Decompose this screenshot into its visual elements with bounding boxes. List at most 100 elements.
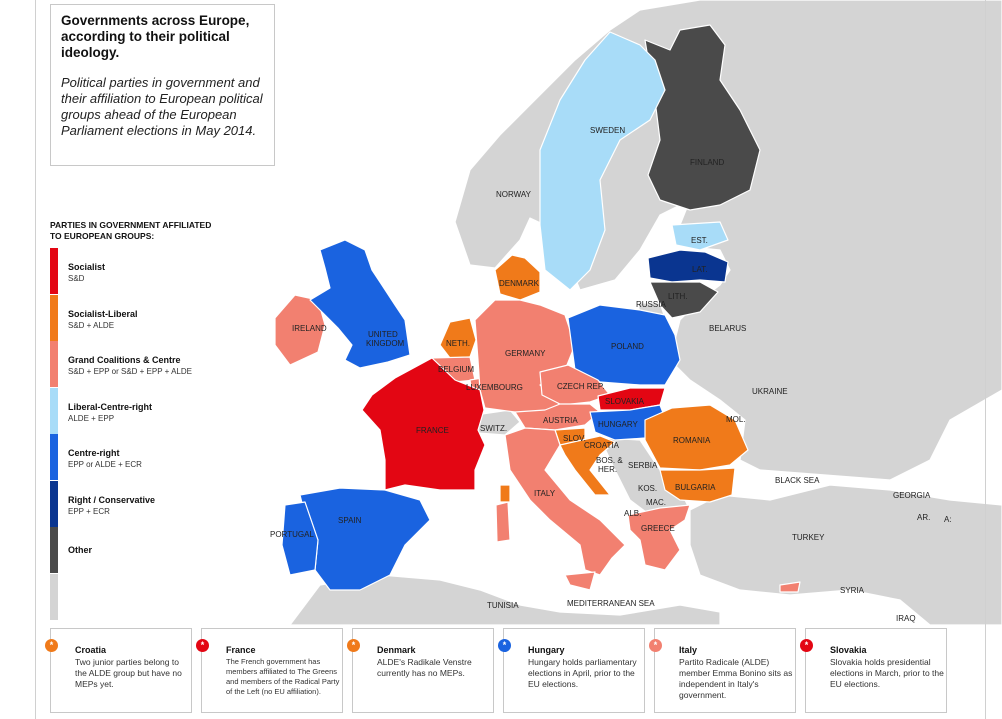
label-belgium: BELGIUM — [438, 365, 474, 374]
romania-region — [644, 404, 749, 471]
note-hungary: * Hungary Hungary holds parliamentary el… — [498, 628, 645, 713]
label-med: MEDITERRANEAN SEA — [567, 599, 655, 608]
label-serbia: SERBIA — [628, 461, 658, 470]
label-croatia: CROATIA — [584, 441, 620, 450]
label-spain: SPAIN — [338, 516, 362, 525]
denmark-region — [494, 254, 541, 301]
asterisk-icon: * — [800, 639, 813, 652]
label-germany: GERMANY — [505, 349, 546, 358]
label-denmark: DENMARK — [499, 279, 540, 288]
legend-item-right-conservative: Right / Conservative EPP + ECR — [50, 480, 230, 528]
label-uk-2: KINGDOM — [366, 339, 405, 348]
label-ar: AR. — [917, 513, 930, 522]
label-kos: KOS. — [638, 484, 657, 493]
label-czech: CZECH REP. — [557, 382, 604, 391]
legend-desc: S&D — [68, 274, 85, 283]
note-title: Hungary — [528, 645, 565, 655]
note-body: Slovakia holds presidential elections in… — [830, 657, 944, 689]
greece-region — [627, 504, 691, 571]
cyprus-region — [779, 581, 801, 593]
label-bos-1: BOS. & — [596, 456, 623, 465]
asterisk-icon: * — [196, 639, 209, 652]
note-title: Italy — [679, 645, 698, 655]
legend-desc: S&D + ALDE — [68, 320, 115, 330]
label-syria: SYRIA — [840, 586, 865, 595]
note-body: Partito Radicale (ALDE) member Emma Boni… — [679, 657, 793, 700]
sardinia-region — [495, 501, 511, 543]
croatia-region — [559, 435, 616, 496]
label-az: A: — [944, 515, 952, 524]
legend-name: Socialist — [68, 262, 106, 272]
note-body: ALDE's Radikale Venstre currently has no… — [377, 657, 472, 678]
label-hungary: HUNGARY — [598, 420, 639, 429]
latvia-region — [647, 249, 729, 283]
legend-name: Grand Coalitions & Centre — [68, 355, 181, 365]
legend-item-non-eu — [50, 573, 230, 621]
label-ukraine: UKRAINE — [752, 387, 788, 396]
legend-desc: EPP or ALDE + ECR — [68, 460, 142, 469]
france-region — [361, 357, 486, 491]
label-austria: AUSTRIA — [543, 416, 578, 425]
note-title: Slovakia — [830, 645, 867, 655]
label-iraq: IRAQ — [896, 614, 916, 623]
legend-swatch — [50, 387, 58, 434]
legend-desc: ALDE + EPP — [68, 413, 115, 423]
label-lat: LAT. — [692, 265, 707, 274]
note-body: Two junior parties belong to the ALDE gr… — [75, 657, 182, 689]
finland-region — [644, 24, 761, 211]
legend-item-centre-right: Centre-right EPP or ALDE + ECR — [50, 434, 230, 481]
portugal-region — [281, 501, 319, 576]
label-poland: POLAND — [611, 342, 644, 351]
italy-region — [504, 427, 626, 576]
label-portugal: PORTUGAL — [270, 530, 314, 539]
legend-name: Centre-right — [68, 448, 120, 458]
note-italy: * Italy Partito Radicale (ALDE) member E… — [649, 628, 796, 713]
note-body: Hungary holds parliamentary elections in… — [528, 657, 637, 689]
sweden-region — [539, 31, 666, 291]
note-croatia: * Croatia Two junior parties belong to t… — [45, 628, 192, 713]
legend-desc: EPP + ECR — [68, 506, 110, 516]
label-switz: SWITZ. — [480, 424, 507, 433]
label-tunisia: TUNISIA — [487, 601, 519, 610]
label-slov: SLOV. — [563, 434, 586, 443]
legend-item-socialist: Socialist S&D — [50, 248, 230, 295]
label-romania: ROMANIA — [673, 436, 711, 445]
estonia-region — [671, 221, 729, 251]
legend-name: Right / Conservative — [68, 494, 156, 505]
label-italy: ITALY — [534, 489, 556, 498]
legend-swatch — [50, 573, 58, 620]
note-title: Denmark — [377, 645, 416, 655]
ireland-region — [274, 294, 326, 366]
europe-map: SWEDEN FINLAND NORWAY EST. LAT. LITH. RU… — [270, 0, 1002, 625]
legend-name: Liberal-Centre-right — [68, 401, 153, 412]
note-title: France — [226, 645, 256, 655]
asterisk-icon: * — [498, 639, 511, 652]
label-blacksea: BLACK SEA — [775, 476, 820, 485]
label-turkey: TURKEY — [792, 533, 825, 542]
uk-region — [309, 239, 411, 369]
label-finland: FINLAND — [690, 158, 724, 167]
label-belarus: BELARUS — [709, 324, 746, 333]
label-slovakia: SLOVAKIA — [605, 397, 645, 406]
label-mac: MAC. — [646, 498, 666, 507]
legend-name: Other — [68, 545, 93, 555]
legend-item-socialist-liberal: Socialist-Liberal S&D + ALDE — [50, 294, 230, 342]
legend-heading: PARTIES IN GOVERNMENT AFFILIATED TO EURO… — [50, 220, 212, 241]
label-mol: MOL. — [726, 415, 746, 424]
legend-swatch — [50, 527, 58, 573]
legend-item-liberal-centre-right: Liberal-Centre-right ALDE + EPP — [50, 387, 230, 435]
label-georgia: GEORGIA — [893, 491, 931, 500]
note-title: Croatia — [75, 645, 107, 655]
legend-swatch — [50, 480, 58, 527]
label-alb: ALB. — [624, 509, 641, 518]
right-rule — [985, 0, 986, 719]
legend-swatch — [50, 434, 58, 480]
label-bulgaria: BULGARIA — [675, 483, 716, 492]
note-slovakia: * Slovakia Slovakia holds presidential e… — [800, 628, 947, 713]
legend-swatch — [50, 248, 58, 294]
asterisk-icon: * — [347, 639, 360, 652]
label-sweden: SWEDEN — [590, 126, 625, 135]
legend: PARTIES IN GOVERNMENT AFFILIATED TO EURO… — [50, 220, 230, 620]
sicily-region — [564, 571, 596, 591]
label-lith: LITH. — [668, 292, 688, 301]
